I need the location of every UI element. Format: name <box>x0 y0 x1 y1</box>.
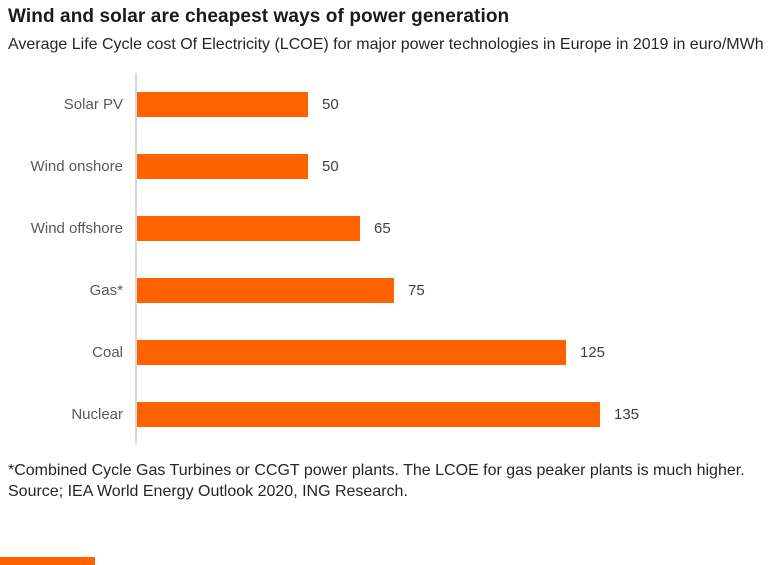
bar <box>137 277 394 303</box>
bar <box>137 401 600 427</box>
bar-track: 50 <box>135 135 773 198</box>
category-label: Coal <box>92 343 123 361</box>
category-label: Solar PV <box>63 95 123 113</box>
bar-track: 65 <box>135 197 773 260</box>
value-label: 65 <box>374 219 391 237</box>
footnote-text: *Combined Cycle Gas Turbines or CCGT pow… <box>8 462 745 480</box>
value-label: 75 <box>408 281 425 299</box>
bar-track: 135 <box>135 383 773 446</box>
source-text: Source; IEA World Energy Outlook 2020, I… <box>8 482 408 500</box>
bar-row: Coal 125 <box>8 321 773 384</box>
bar <box>137 215 360 241</box>
bar-row: Solar PV 50 <box>8 73 773 136</box>
value-label: 50 <box>322 95 339 113</box>
bar-track: 125 <box>135 321 773 384</box>
category-label: Wind onshore <box>30 157 123 175</box>
bar-chart: Solar PV 50 Wind onshore 50 Wind offshore 65 G… <box>8 73 773 446</box>
value-label: 50 <box>322 157 339 175</box>
bar-row: Gas* 75 <box>8 259 773 322</box>
bar <box>137 153 308 179</box>
category-label: Wind offshore <box>30 219 123 237</box>
value-label: 125 <box>580 343 606 361</box>
bar-row: Nuclear 135 <box>8 383 773 446</box>
chart-subtitle: Average Life Cycle cost Of Electricity (… <box>8 36 764 53</box>
bar <box>137 91 308 117</box>
bar <box>137 339 566 365</box>
bar-row: Wind onshore 50 <box>8 135 773 198</box>
page: Wind and solar are cheapest ways of powe… <box>8 6 773 503</box>
footnotes: *Combined Cycle Gas Turbines or CCGT pow… <box>8 461 765 503</box>
category-label: Nuclear <box>71 405 123 423</box>
value-label: 135 <box>614 405 640 423</box>
bar-track: 50 <box>135 73 773 136</box>
bottom-orange-strip <box>0 557 95 565</box>
category-label: Gas* <box>89 281 123 299</box>
bar-row: Wind offshore 65 <box>8 197 773 260</box>
chart-title: Wind and solar are cheapest ways of powe… <box>8 6 510 27</box>
bar-track: 75 <box>135 259 773 322</box>
